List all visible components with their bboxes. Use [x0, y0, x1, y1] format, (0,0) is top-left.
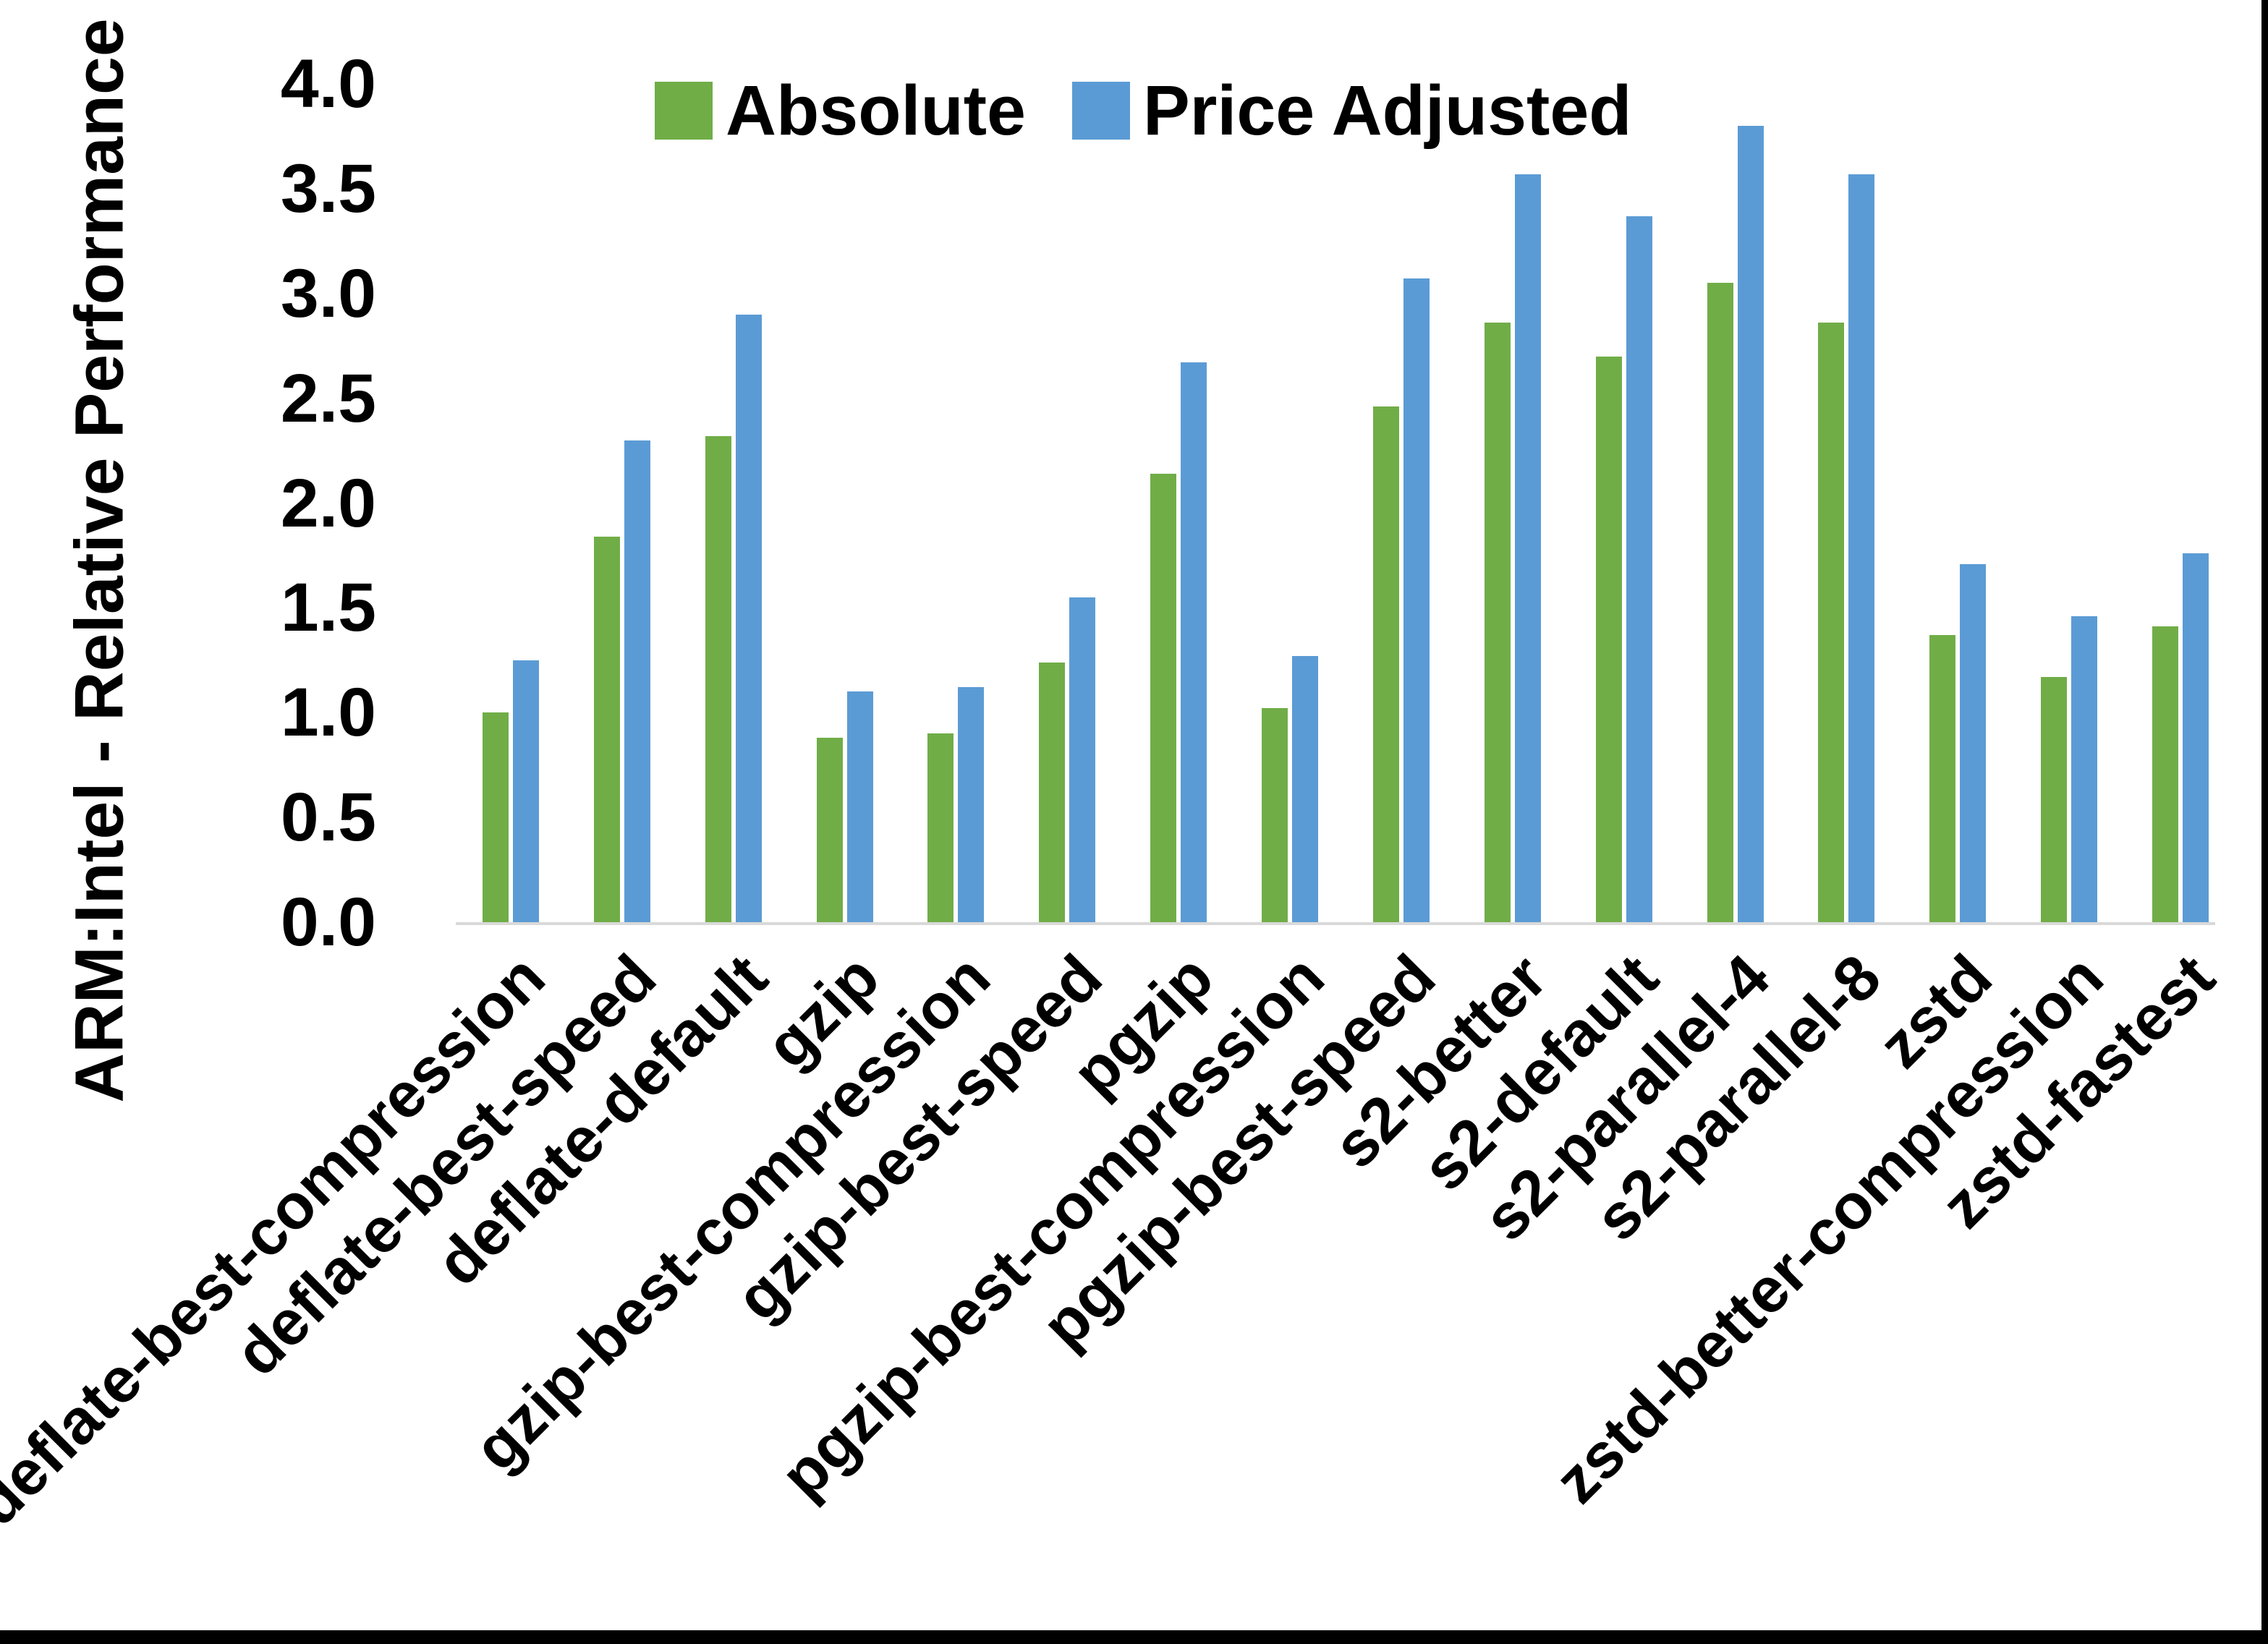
bar-absolute: [1707, 283, 1733, 922]
y-tick-label: 0.5: [280, 779, 376, 856]
bar-price-adjusted: [513, 660, 539, 922]
y-axis-title: ARM:Intel - Relative Performance: [61, 18, 138, 1103]
screenshot-bottom-edge: [0, 1630, 2268, 1644]
bar-absolute: [1372, 406, 1399, 922]
legend-swatch-icon: [1071, 82, 1130, 140]
legend: Absolute Price Adjusted: [655, 74, 1632, 147]
bar-price-adjusted: [1514, 174, 1541, 922]
bar-price-adjusted: [2183, 553, 2209, 922]
plot-area: [456, 84, 2215, 925]
legend-label: Price Adjusted: [1142, 71, 1632, 150]
y-tick-label: 3.0: [280, 255, 376, 332]
screenshot-right-edge: [2261, 0, 2268, 1644]
bar-absolute: [2152, 626, 2179, 922]
legend-label: Absolute: [726, 71, 1026, 150]
bar-absolute: [1484, 323, 1511, 922]
bar-absolute: [1150, 473, 1177, 922]
y-tick-label: 2.0: [280, 464, 376, 542]
bar-price-adjusted: [2071, 616, 2098, 922]
legend-swatch-icon: [655, 82, 713, 140]
bar-price-adjusted: [624, 440, 650, 922]
bar-price-adjusted: [1292, 656, 1319, 922]
y-tick-label: 1.0: [280, 674, 376, 751]
bar-price-adjusted: [1960, 563, 1987, 922]
bar-absolute: [1595, 356, 1622, 922]
bar-price-adjusted: [1403, 278, 1430, 922]
legend-item: Price Adjusted: [1071, 71, 1632, 150]
bar-price-adjusted: [1181, 362, 1207, 922]
bar-absolute: [816, 738, 843, 922]
bar-absolute: [593, 536, 620, 922]
bar-absolute: [2041, 677, 2068, 922]
bar-price-adjusted: [1848, 174, 1875, 922]
bar-price-adjusted: [846, 691, 873, 922]
bar-absolute: [1039, 662, 1066, 922]
y-tick-label: 1.5: [280, 569, 376, 647]
bar-absolute: [705, 435, 731, 922]
bar-price-adjusted: [1737, 125, 1764, 922]
bar-price-adjusted: [958, 687, 985, 922]
bar-absolute: [1262, 708, 1288, 922]
bar-price-adjusted: [735, 314, 762, 922]
bar-price-adjusted: [1069, 597, 1096, 922]
bar-price-adjusted: [1626, 216, 1652, 922]
y-tick-label: 3.5: [280, 150, 376, 227]
bar-absolute: [1818, 323, 1845, 922]
bar-absolute: [483, 712, 509, 922]
bar-absolute: [927, 733, 954, 922]
y-tick-label: 4.0: [280, 46, 376, 122]
bar-absolute: [1929, 635, 1956, 922]
y-tick-label: 2.5: [280, 359, 376, 437]
y-tick-label: 0.0: [280, 884, 376, 961]
legend-item: Absolute: [655, 74, 1026, 147]
